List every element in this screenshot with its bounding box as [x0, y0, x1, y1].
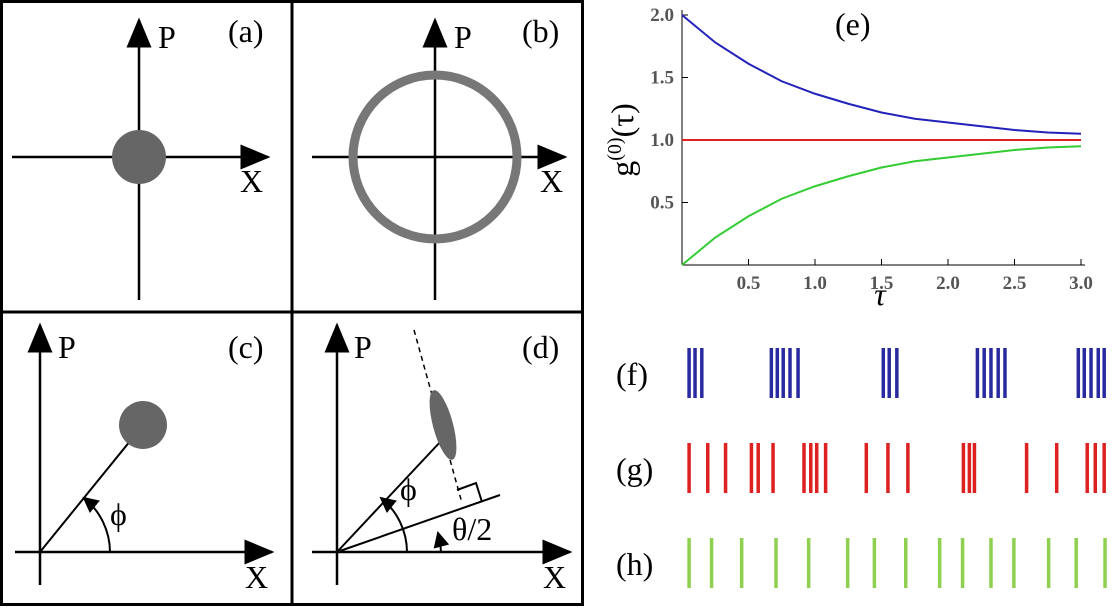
state-ring [348, 70, 522, 244]
x-tick-label: 3.0 [1069, 273, 1093, 294]
diagram-labels: (a) P X (b) P X (c) P X ϕ (d) P X ϕ θ/2 [58, 13, 566, 595]
axis-label: X [540, 163, 563, 199]
state-blob [112, 130, 166, 184]
train-label: (f) [616, 356, 648, 392]
x-axis-label: τ [874, 276, 887, 312]
axes [12, 17, 573, 585]
diagram-frame [0, 0, 584, 606]
axis-label: X [245, 559, 268, 595]
axis-label: X [543, 559, 566, 595]
panel-label: (a) [228, 13, 264, 49]
y-label-rest: (τ) [604, 103, 640, 137]
panel-label: (c) [228, 329, 264, 365]
series-line [681, 145, 1082, 266]
y-tick-label: 0.5 [650, 193, 674, 214]
angle-label: ϕ [400, 471, 417, 507]
y-tick-label: 1.5 [650, 68, 674, 89]
panel-c-shapes [39, 434, 136, 553]
series-line [681, 14, 1082, 135]
panel-d-shapes [336, 329, 501, 553]
x-tick-label: 1.5 [870, 273, 894, 294]
squeezed-state [429, 390, 457, 460]
y-label-sup: (0) [604, 137, 626, 160]
train-label: (g) [616, 451, 653, 487]
angle-label: ϕ [110, 496, 127, 532]
x-tick-label: 2.0 [936, 273, 960, 294]
axis-label: P [354, 329, 372, 365]
panel-label: (e) [835, 6, 871, 42]
angle-label: θ/2 [452, 511, 492, 547]
y-tick-label: 2.0 [650, 5, 674, 26]
axis-label: P [58, 329, 76, 365]
y-axis-label: g(0)(τ) [604, 103, 640, 177]
state-blob [119, 401, 167, 449]
y-label-base: g [604, 161, 640, 177]
y-tick-label: 1.0 [650, 130, 674, 151]
axis-label: P [158, 19, 176, 55]
train-label: (h) [616, 546, 653, 582]
panel-label: (b) [522, 13, 559, 49]
axis-label: X [240, 163, 263, 199]
x-tick-label: 1.0 [803, 273, 827, 294]
axis-label: P [454, 19, 472, 55]
x-tick-label: 0.5 [737, 273, 761, 294]
panel-label: (d) [522, 329, 559, 365]
x-tick-label: 2.5 [1003, 273, 1027, 294]
